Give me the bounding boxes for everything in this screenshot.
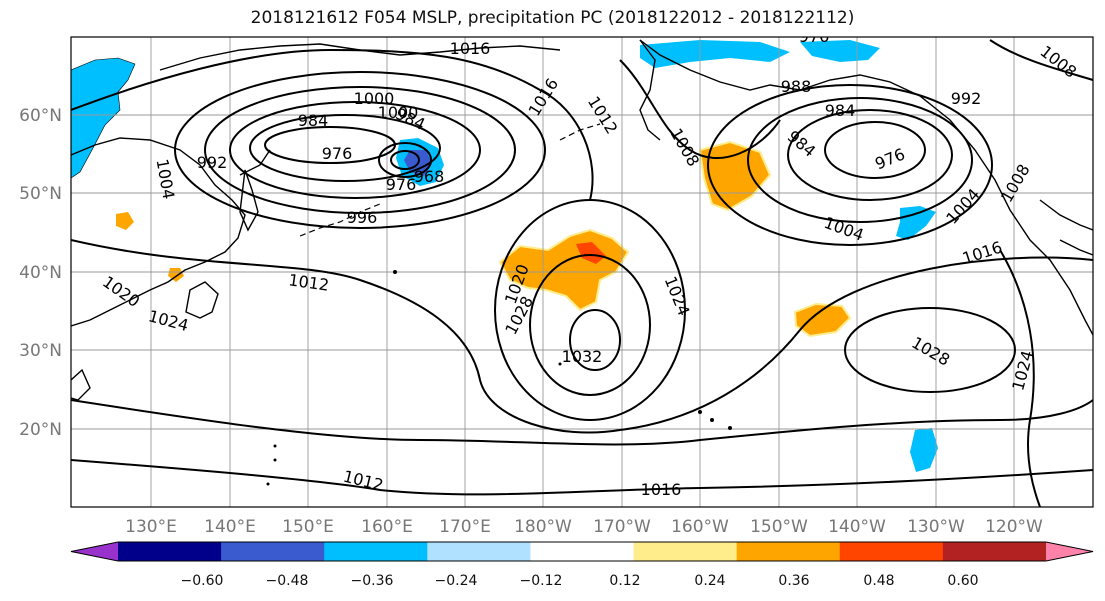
isobar-label: 976 [799,27,830,46]
colorbar-tick-label: −0.60 [181,573,224,589]
colorbar-segment [324,542,428,561]
lon-label: 170°E [439,517,491,537]
lat-label: 20°N [19,420,62,440]
graticule [71,37,1093,507]
isobar-label: 992 [951,89,982,108]
lon-label: 150°W [750,517,808,537]
isobar-label: 984 [298,111,329,130]
colorbar-segment [221,542,325,561]
lon-label: 160°W [671,517,729,537]
isobar-label: 996 [347,208,378,227]
colorbar-tick-label: 0.24 [694,573,725,589]
isobar-label: 1000 [354,89,395,108]
colorbar-tick-label: −0.12 [520,573,563,589]
colorbar-segment [530,542,635,561]
lon-label: 130°W [907,517,965,537]
isobar-label: 976 [386,175,417,194]
isobar-label: 992 [197,153,228,172]
colorbar-tick-label: −0.24 [435,573,478,589]
lat-label: 40°N [19,263,62,283]
isobar-label: 976 [322,144,353,163]
isobar-label: 988 [781,77,812,96]
map-title: 2018121612 F054 MSLP, precipitation PC (… [250,8,855,28]
isobar-label: 984 [825,101,856,120]
colorbar-extend-low [71,542,118,561]
colorbar-segment [633,542,738,561]
lon-label: 180°W [514,517,572,537]
isobars [71,39,1093,507]
isobar-label: 1016 [641,480,682,499]
lon-label: 150°E [282,517,334,537]
colorbar-segment [118,542,222,561]
isobar-label: 968 [414,167,445,186]
colorbar-tick-label: 0.36 [778,573,809,589]
colorbar-extend-high [1046,542,1093,561]
colorbar-outline [70,541,1094,562]
colorbar-tick-label: 0.12 [609,573,640,589]
colorbar-segment [736,542,841,561]
colorbar-tick-label: −0.48 [266,573,309,589]
isobar-label: 1016 [450,39,491,58]
colorbar-ticks: −0.60 −0.48 −0.36 −0.24 −0.12 0.12 0.24 … [181,573,979,589]
colorbar [70,541,1094,562]
lat-label: 30°N [19,341,62,361]
colorbar-tick-label: 0.60 [947,573,978,589]
lon-label: 120°W [985,517,1043,537]
lat-axis: 60°N 50°N 40°N 30°N 20°N [19,106,62,440]
lat-label: 50°N [19,184,62,204]
map-panel: 1016 1016 1012 1008 1000 992 1000 984 97… [71,27,1093,507]
lon-label: 140°W [828,517,886,537]
colorbar-segment [942,542,1047,561]
isobar-label: 1032 [562,347,603,366]
lon-label: 140°E [204,517,256,537]
lon-axis: 130°E 140°E 150°E 160°E 170°E 180°W 170°… [125,517,1043,537]
colorbar-tick-label: 0.48 [863,573,894,589]
colorbar-segment [427,542,531,561]
lon-label: 160°E [361,517,413,537]
isobar-label: 1000 [378,103,419,122]
lat-label: 60°N [19,106,62,126]
lon-label: 130°E [125,517,177,537]
colorbar-tick-label: −0.36 [351,573,394,589]
colorbar-segment [839,542,944,561]
map-frame [70,36,1094,508]
lon-label: 170°W [593,517,651,537]
